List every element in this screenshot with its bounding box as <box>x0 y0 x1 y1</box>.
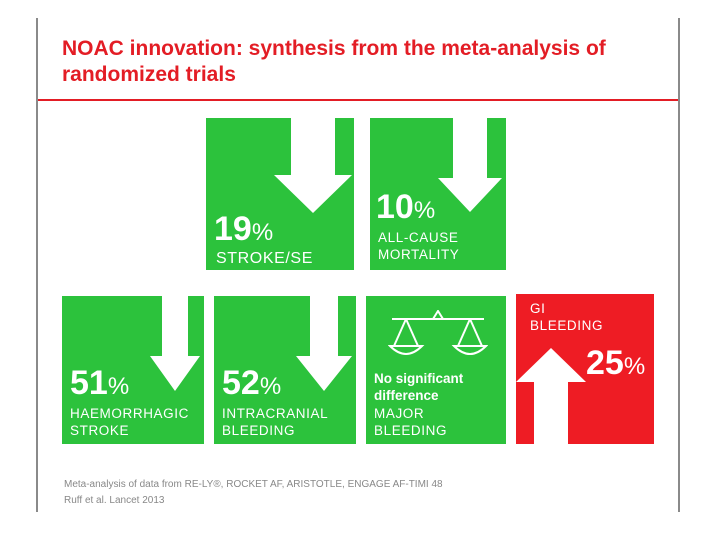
down-arrow-icon <box>296 296 352 391</box>
up-arrow-icon <box>516 348 586 444</box>
intracranial-label: INTRACRANIAL BLEEDING <box>222 406 329 438</box>
gi-bleeding-label: GI BLEEDING <box>530 301 604 333</box>
percent-sign: % <box>623 353 646 380</box>
slide-right-border <box>678 18 680 512</box>
no-significant-difference-note: No significant difference <box>374 371 464 403</box>
percent-sign: % <box>107 373 130 400</box>
tile-intracranial-bleeding: 52% INTRACRANIAL BLEEDING <box>214 296 356 444</box>
balance-scale-icon <box>388 310 488 355</box>
down-arrow-icon <box>150 296 200 391</box>
footnote-citation: Ruff et al. Lancet 2013 <box>64 495 165 506</box>
percent-sign: % <box>413 197 436 224</box>
title-divider <box>38 99 678 101</box>
percent-sign: % <box>251 219 274 246</box>
slide-left-border <box>36 18 38 512</box>
mortality-value: 10 <box>376 188 414 226</box>
percent-sign: % <box>259 373 282 400</box>
tile-gi-bleeding: GI BLEEDING 25% <box>516 294 654 444</box>
down-arrow-icon <box>274 118 352 213</box>
tile-major-bleeding: No significant difference MAJOR BLEEDING <box>366 296 506 444</box>
footnote-sources: Meta-analysis of data from RE-LY®, ROCKE… <box>64 479 443 490</box>
stroke-se-label: STROKE/SE <box>216 250 313 267</box>
major-bleeding-label: MAJOR BLEEDING <box>374 406 448 438</box>
gi-bleeding-value: 25 <box>586 344 624 382</box>
tile-stroke-se: 19% STROKE/SE <box>206 118 354 270</box>
tile-haemorrhagic-stroke: 51% HAEMORRHAGIC STROKE <box>62 296 204 444</box>
haemorrhagic-value: 51 <box>70 364 108 402</box>
slide-title: NOAC innovation: synthesis from the meta… <box>62 37 606 86</box>
tile-all-cause-mortality: 10% ALL-CAUSE MORTALITY <box>370 118 506 270</box>
haemorrhagic-label: HAEMORRHAGIC STROKE <box>70 406 189 438</box>
down-arrow-icon <box>438 118 502 212</box>
stroke-se-value: 19 <box>214 210 252 248</box>
intracranial-value: 52 <box>222 364 260 402</box>
mortality-label: ALL-CAUSE MORTALITY <box>378 230 460 262</box>
